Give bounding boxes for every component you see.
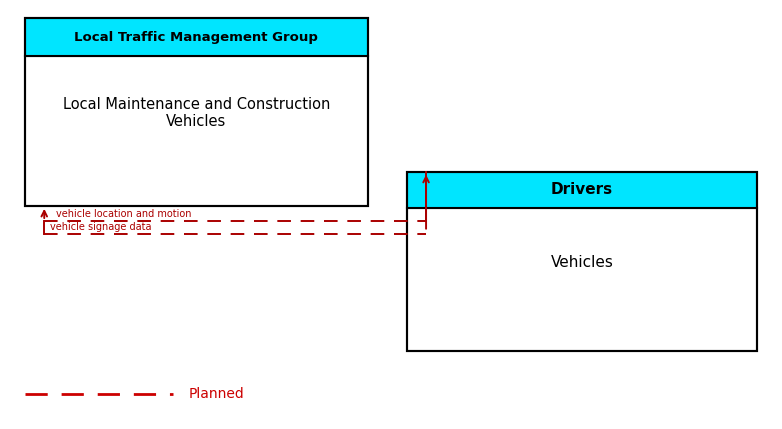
Text: Local Traffic Management Group: Local Traffic Management Group	[74, 31, 318, 44]
Bar	[407, 208, 757, 351]
Text: Drivers: Drivers	[551, 182, 613, 197]
Bar	[407, 172, 757, 351]
Text: vehicle location and motion: vehicle location and motion	[56, 209, 192, 219]
Bar	[407, 172, 757, 208]
Text: Vehicles: Vehicles	[551, 254, 613, 269]
Bar	[25, 18, 368, 206]
Text: Planned: Planned	[188, 387, 244, 401]
Bar	[25, 56, 368, 206]
Bar	[25, 18, 368, 56]
Text: vehicle signage data: vehicle signage data	[51, 222, 152, 232]
Text: Local Maintenance and Construction
Vehicles: Local Maintenance and Construction Vehic…	[63, 97, 330, 129]
